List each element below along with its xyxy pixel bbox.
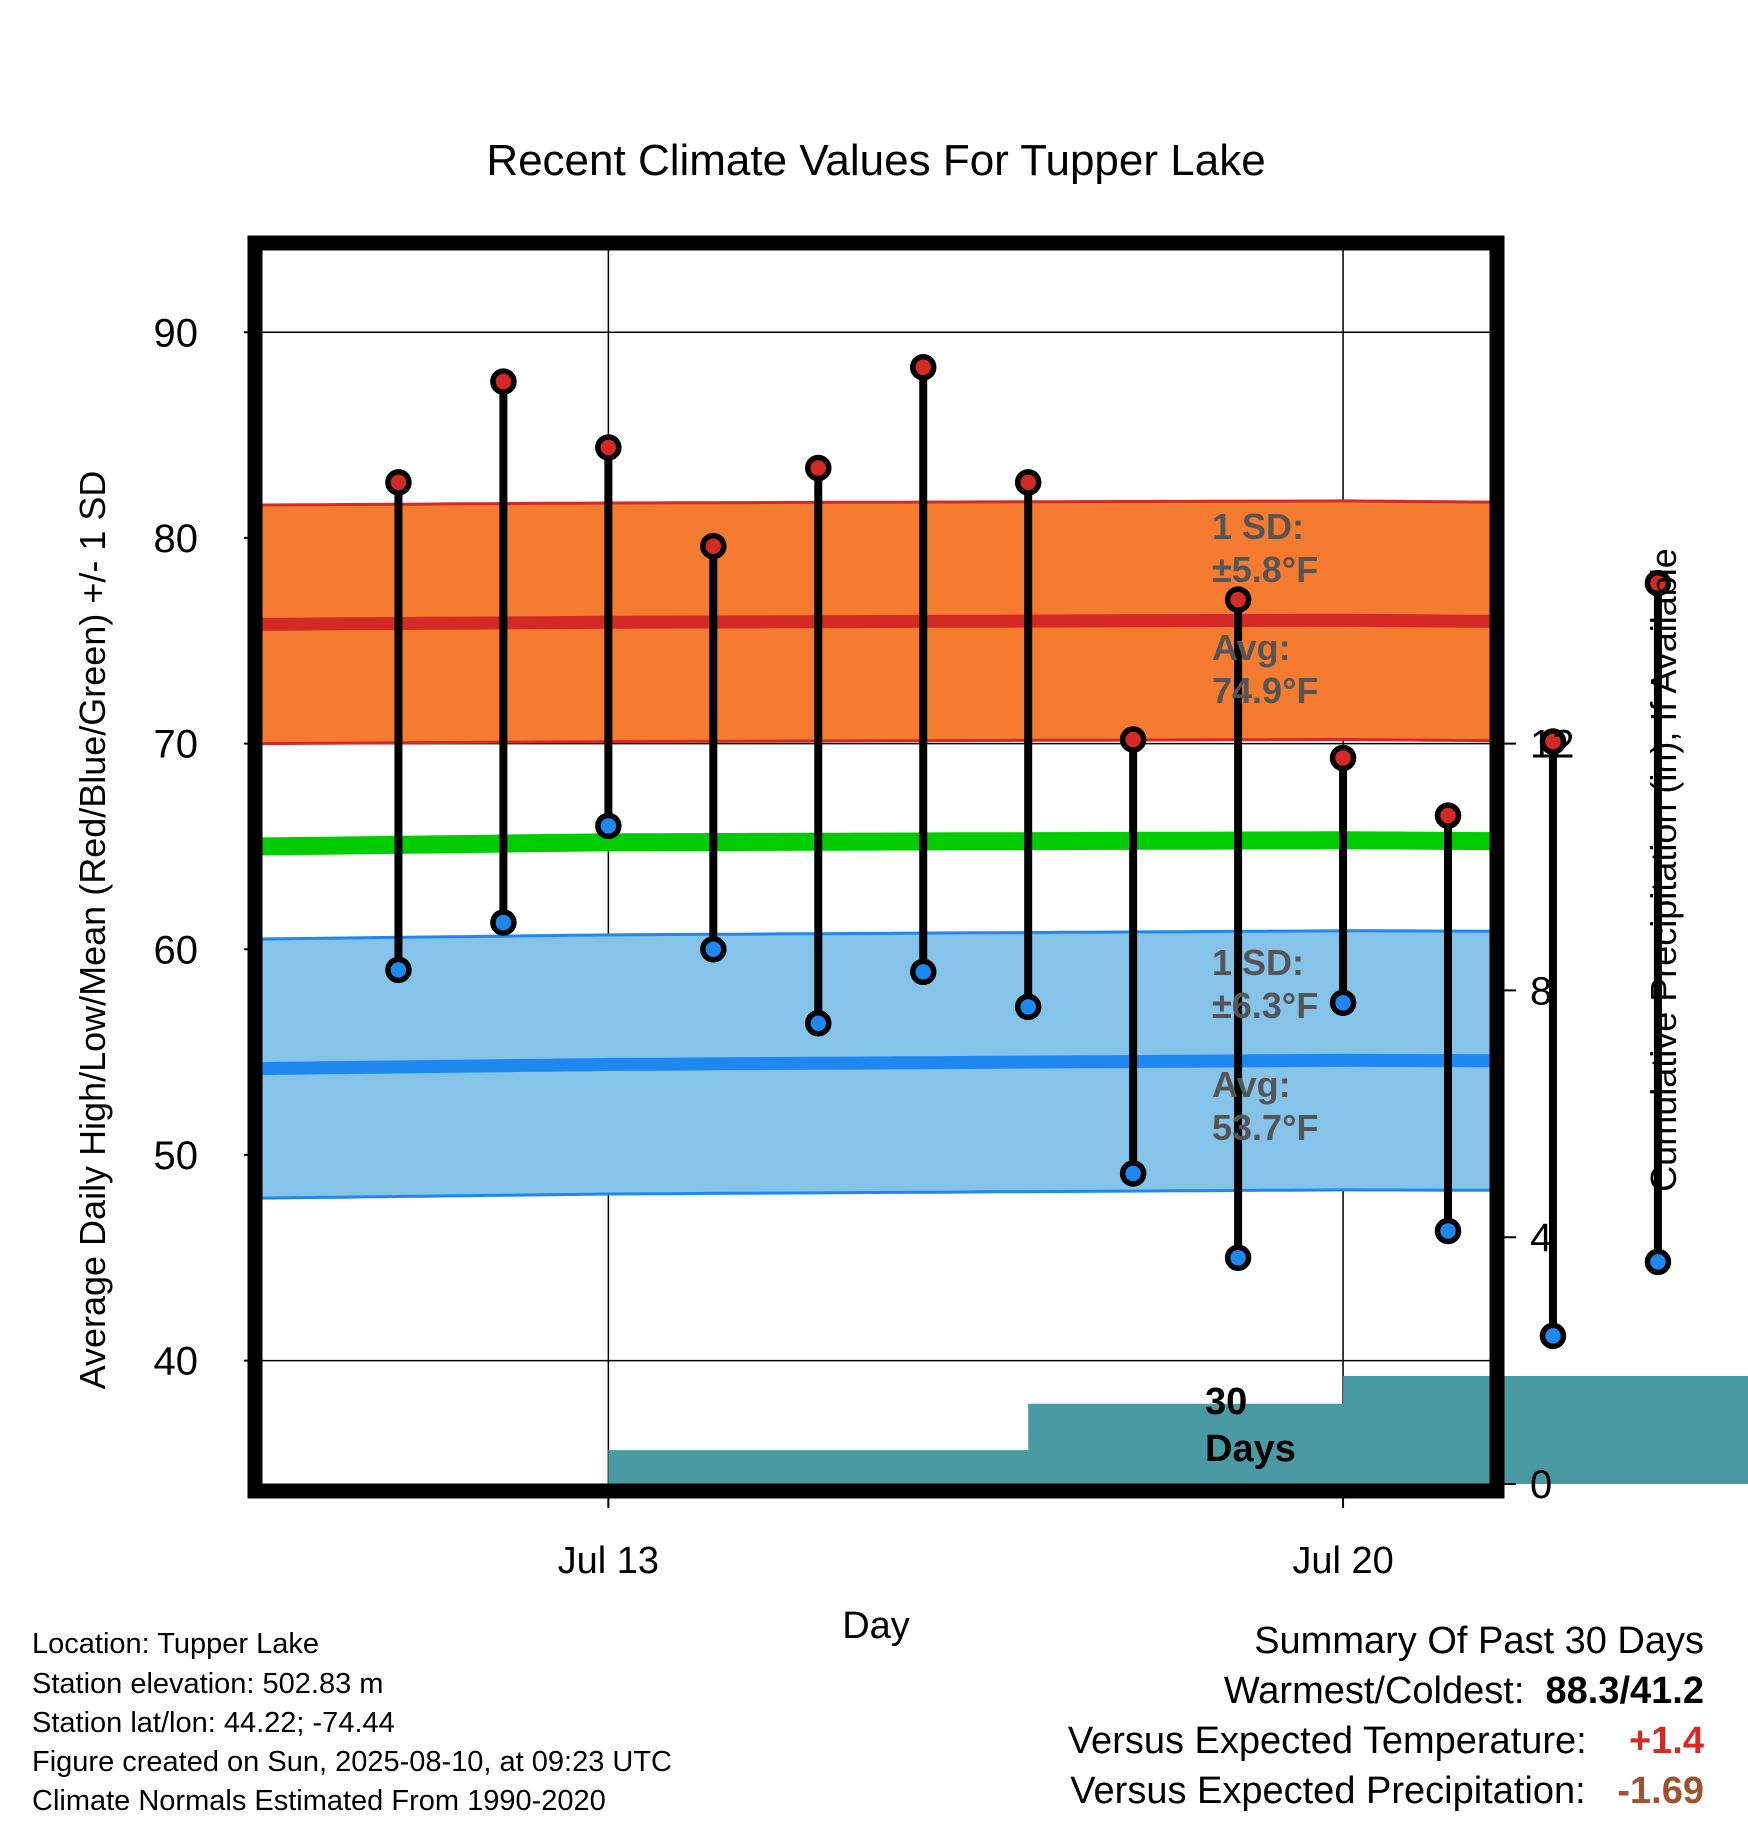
x-tick-label-20: Jul 20	[1292, 1540, 1393, 1582]
daily-range-stems	[394, 367, 1662, 1336]
high-point-20	[1329, 744, 1357, 772]
summary-title: Summary Of Past 30 Days	[1254, 1620, 1704, 1663]
summary-precip-row: Versus Expected Precipitation: -1.69	[1070, 1770, 1704, 1813]
x-axis-label: Day	[842, 1605, 910, 1647]
low-avg-label: Avg:	[1212, 1064, 1291, 1105]
high-point-18	[1119, 726, 1147, 753]
info-latlon: Station lat/lon: 44.22; -74.44	[32, 1707, 395, 1739]
high-avg-label: Avg:	[1212, 627, 1291, 668]
low-normal-line	[261, 1053, 1490, 1076]
y-tick-label-60: 60	[154, 928, 199, 972]
low-point-13	[595, 812, 622, 840]
y-axis-label: Average Daily High/Low/Mean (Red/Blue/Gr…	[72, 471, 113, 1390]
high-sd-value: ±5.8°F	[1212, 549, 1318, 590]
y-tick-label-70: 70	[154, 723, 199, 767]
high-point-13	[595, 434, 622, 461]
info-elevation: Station elevation: 502.83 m	[32, 1668, 384, 1700]
summary-temp-label: Versus Expected Temperature:	[1067, 1720, 1587, 1762]
normal-bands	[261, 499, 1491, 1200]
high-avg-value: 74.9°F	[1212, 670, 1318, 711]
high-point-22	[1539, 728, 1567, 755]
high-point-15	[805, 454, 832, 482]
y2-tick-label-12: 12	[1530, 723, 1575, 767]
mean-normal-line	[261, 831, 1491, 856]
low-band-lower-edge	[261, 1188, 1490, 1200]
low-point-15	[805, 1010, 832, 1037]
low-sd-value: ±6.3°F	[1212, 985, 1318, 1026]
high-point-14	[700, 532, 727, 560]
precip-area	[398, 1376, 1748, 1484]
high-point-19	[1224, 586, 1252, 613]
summary-temp-row: Versus Expected Temperature: +1.4	[1068, 1720, 1704, 1763]
days-word-label: Days	[1205, 1428, 1296, 1470]
low-point-22	[1539, 1322, 1567, 1350]
high-normal-line	[261, 613, 1491, 631]
y2-tick-label-0: 0	[1530, 1463, 1552, 1507]
y-tick-label-80: 80	[154, 517, 199, 561]
summary-precip-label: Versus Expected Precipitation:	[1070, 1770, 1586, 1812]
high-point-21	[1434, 802, 1462, 829]
summary-warm-row: Warmest/Coldest: 88.3/41.2	[1224, 1670, 1704, 1713]
info-normals: Climate Normals Estimated From 1990-2020	[32, 1785, 606, 1817]
info-location: Location: Tupper Lake	[32, 1628, 319, 1660]
y-tick-label-50: 50	[154, 1134, 199, 1178]
low-point-19	[1224, 1244, 1252, 1272]
low-point-18	[1119, 1160, 1147, 1187]
x-tick-label-13: Jul 13	[558, 1540, 659, 1582]
high-band-upper-edge	[261, 499, 1491, 507]
high-point-23	[1644, 569, 1672, 597]
high-point-12	[490, 368, 517, 395]
chart-title: Recent Climate Values For Tupper Lake	[486, 136, 1265, 185]
summary-warm-value: 88.3/41.2	[1545, 1670, 1704, 1712]
y-tick-label-90: 90	[154, 311, 199, 355]
high-point-11	[385, 469, 412, 496]
low-point-11	[385, 956, 412, 984]
info-created: Figure created on Sun, 2025-08-10, at 09…	[32, 1746, 672, 1778]
summary-warm-label: Warmest/Coldest:	[1223, 1670, 1525, 1712]
summary-temp-value: +1.4	[1628, 1720, 1704, 1762]
precip-area-fill	[398, 1376, 1748, 1484]
low-point-21	[1434, 1217, 1462, 1245]
plot-frame	[247, 235, 1505, 1499]
high-band-lower-edge	[261, 738, 1491, 746]
low-point-12	[490, 909, 517, 936]
low-point-23	[1644, 1248, 1672, 1276]
summary-precip-value: -1.69	[1617, 1770, 1704, 1812]
y2-axis-label: Cumulative Precipitation (in), If Availa…	[1643, 548, 1684, 1192]
low-point-17	[1014, 993, 1042, 1021]
daily-points	[385, 353, 1672, 1350]
low-point-14	[700, 936, 727, 963]
low-sd-label: 1 SD:	[1212, 942, 1304, 983]
y2-tick-label-8: 8	[1530, 969, 1552, 1013]
low-band-upper-edge	[261, 929, 1491, 941]
annotations: 1 SD: ±5.8°F Avg: 74.9°F 1 SD: ±6.3°F Av…	[1205, 506, 1318, 1470]
high-point-16	[909, 353, 937, 381]
y-tick-label-40: 40	[154, 1340, 199, 1384]
low-point-20	[1329, 989, 1357, 1016]
y2-tick-label-4: 4	[1530, 1216, 1552, 1260]
high-sd-label: 1 SD:	[1212, 506, 1304, 547]
low-point-16	[909, 958, 937, 986]
high-point-17	[1014, 469, 1042, 496]
grid	[262, 250, 1490, 1484]
low-avg-value: 53.7°F	[1212, 1107, 1318, 1148]
summary-title-text: Summary Of Past 30 Days	[1254, 1620, 1704, 1662]
days-count-label: 30	[1205, 1381, 1247, 1423]
